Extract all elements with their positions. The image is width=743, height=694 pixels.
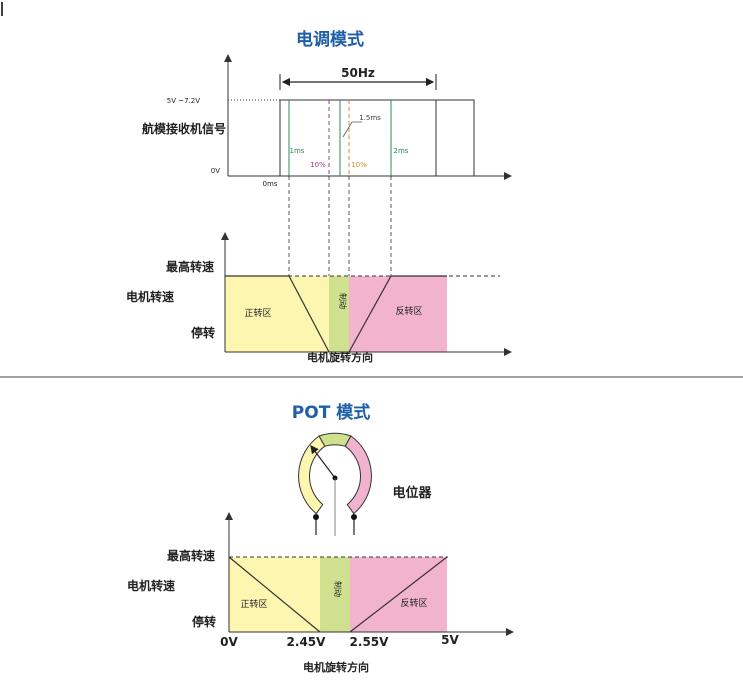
speed2-reverse-label: 反转区 <box>400 597 427 609</box>
speed1-reverse-label: 反转区 <box>395 305 422 317</box>
speed1-x-label: 电机旋转方向 <box>307 350 373 364</box>
dial-reverse-arc <box>344 435 372 515</box>
tick-5v: 5V <box>441 633 459 647</box>
forward-speed-curve-2 <box>228 556 321 633</box>
brake-zone <box>329 276 349 352</box>
tick-2-55v: 2.55V <box>350 635 390 649</box>
pwm-title: 电调模式 <box>296 29 364 50</box>
period-label: 50Hz <box>341 66 375 80</box>
pulse-1ms-label: 1ms <box>290 147 305 155</box>
pulse-waveform <box>228 99 437 177</box>
forward-speed-curve <box>225 275 330 353</box>
pot-title: POT 模式 <box>292 402 370 423</box>
time-zero-label: 0ms <box>263 180 278 188</box>
speed1-speed-label: 电机转速 <box>126 289 174 304</box>
speed2-forward-label: 正转区 <box>240 598 267 610</box>
speed2-x-label: 电机旋转方向 <box>303 660 369 674</box>
deadband-right-label: 10% <box>351 161 367 169</box>
reverse-speed-curve <box>348 275 447 353</box>
pot-label: 电位器 <box>392 485 432 501</box>
forward-zone <box>225 276 329 352</box>
signal-label: 航模接收机信号 <box>142 121 226 136</box>
pulse-1-5ms-label: 1.5ms <box>359 114 381 122</box>
speed1-max-label: 最高转速 <box>166 259 214 274</box>
speed2-stop-label: 停转 <box>192 614 216 629</box>
pulse-2ms-label: 2ms <box>394 147 409 155</box>
speed1-forward-label: 正转区 <box>244 307 271 319</box>
voltage-low-label: 0V <box>211 167 220 175</box>
speed1-stop-label: 停转 <box>191 325 215 340</box>
speed2-brake-label: 制动 <box>333 581 343 597</box>
tick-2-45v: 2.45V <box>287 635 327 649</box>
speed1-brake-label: 制动 <box>338 293 348 309</box>
tick-0v: 0V <box>220 635 238 649</box>
dial-pointer <box>310 445 336 479</box>
brake-zone-2 <box>320 557 350 632</box>
reverse-speed-curve-2 <box>349 556 448 633</box>
potentiometer-dial <box>298 432 372 536</box>
voltage-high-label: 5V ~7.2V <box>167 97 200 105</box>
deadband-left-label: 10% <box>310 161 326 169</box>
speed2-speed-label: 电机转速 <box>127 578 175 593</box>
next-pulse <box>436 99 475 176</box>
reverse-zone <box>349 276 447 352</box>
speed2-max-label: 最高转速 <box>167 548 215 563</box>
